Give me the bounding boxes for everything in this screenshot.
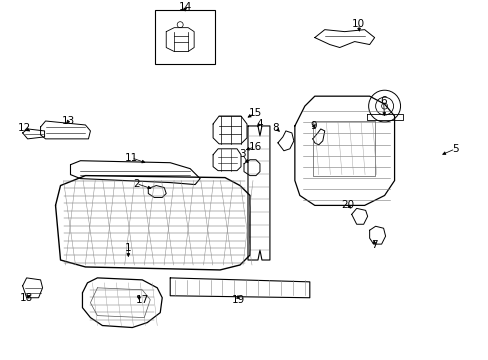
Text: 14: 14 — [178, 2, 191, 12]
Text: 19: 19 — [231, 295, 244, 305]
Text: 12: 12 — [18, 123, 31, 133]
Text: 11: 11 — [124, 153, 138, 163]
Text: 2: 2 — [133, 179, 140, 189]
Bar — [155, 10, 215, 64]
Text: 18: 18 — [20, 293, 33, 303]
Text: 7: 7 — [370, 240, 377, 250]
Text: 1: 1 — [125, 243, 131, 253]
Text: 6: 6 — [380, 96, 386, 106]
Text: 16: 16 — [248, 142, 261, 152]
Text: 10: 10 — [351, 19, 365, 29]
Text: 8: 8 — [272, 123, 279, 133]
Text: 13: 13 — [62, 116, 75, 126]
Text: 17: 17 — [135, 295, 149, 305]
Text: 20: 20 — [341, 201, 353, 210]
Text: 5: 5 — [451, 144, 458, 154]
Text: 9: 9 — [310, 121, 316, 131]
Text: 4: 4 — [256, 119, 263, 129]
Text: 3: 3 — [238, 149, 245, 159]
Text: 15: 15 — [248, 108, 261, 118]
